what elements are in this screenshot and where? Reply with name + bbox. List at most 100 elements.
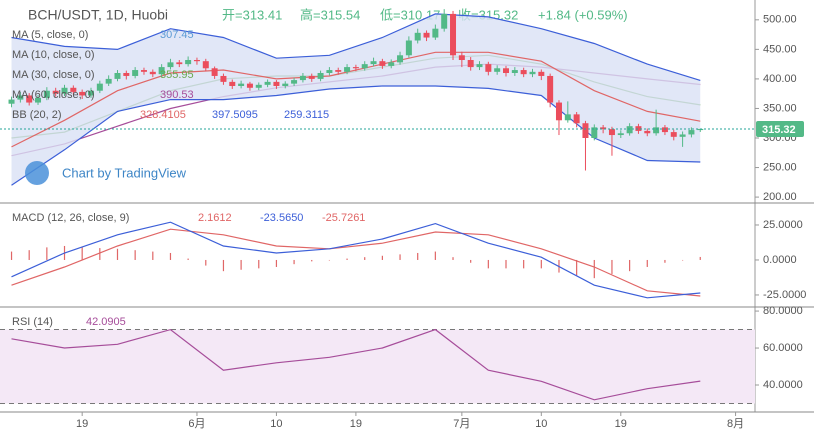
histogram-bar — [664, 259, 666, 263]
candle-body — [626, 126, 633, 134]
candle-body — [653, 127, 660, 134]
candle-body — [211, 68, 218, 76]
rsi-band — [0, 329, 755, 404]
histogram-bar — [169, 252, 172, 260]
candle-body — [264, 81, 271, 85]
candle-body — [140, 70, 147, 72]
x-tick-label: 19 — [615, 418, 627, 430]
candle-body — [61, 87, 68, 94]
candle-body — [308, 75, 315, 79]
watermark-icon — [25, 161, 49, 185]
indicator-name: MACD (12, 26, close, 9) — [12, 212, 129, 224]
histogram-bar — [116, 248, 119, 260]
candle-body — [123, 73, 130, 76]
candle-body — [229, 81, 236, 86]
symbol: BCH/USDT, 1D, Huobi — [28, 7, 168, 23]
y-tick-label: -25.0000 — [763, 289, 806, 301]
histogram-bar — [593, 259, 595, 279]
histogram-bar — [540, 259, 542, 269]
histogram-bar — [364, 257, 366, 260]
histogram-bar — [346, 258, 348, 260]
candle-body — [158, 67, 165, 75]
histogram-bar — [134, 250, 136, 260]
candle-body — [202, 61, 209, 69]
candle-body — [52, 90, 59, 94]
candle-body — [467, 60, 474, 68]
y-tick-label: 250.00 — [763, 161, 797, 173]
y-tick-label: 400.00 — [763, 73, 797, 85]
indicator-value: -25.7261 — [322, 212, 365, 224]
histogram-bar — [452, 257, 454, 260]
candle-body — [538, 71, 545, 76]
candle-body — [344, 67, 351, 72]
histogram-bar — [99, 248, 101, 260]
candle-body — [220, 75, 227, 82]
histogram-bar — [699, 256, 701, 260]
x-tick-label: 19 — [350, 418, 362, 430]
last-price-label: 315.32 — [762, 124, 796, 136]
candle-body — [335, 70, 342, 72]
candle-body — [282, 83, 289, 86]
candle-body — [564, 114, 571, 121]
candle-body — [688, 130, 695, 135]
candle-body — [520, 70, 527, 75]
histogram-bar — [81, 247, 83, 260]
legend-name: MA (5, close, 0) — [12, 29, 88, 41]
candle-body — [600, 127, 607, 130]
candle-body — [132, 70, 139, 76]
candle-body — [555, 102, 562, 121]
histogram-bar — [328, 259, 331, 261]
candle-body — [476, 64, 483, 68]
x-tick-label: 6月 — [188, 418, 205, 430]
candle-body — [317, 73, 324, 79]
y-tick-label: 350.00 — [763, 102, 797, 114]
histogram-bar — [152, 251, 154, 260]
legend-value: 259.3115 — [284, 109, 329, 121]
y-tick-label: 450.00 — [763, 43, 797, 55]
histogram-bar — [417, 252, 419, 260]
candle-body — [617, 133, 624, 136]
candle-body — [388, 62, 395, 66]
histogram-bar — [629, 259, 631, 272]
last-price-box — [756, 120, 804, 137]
histogram-bar — [187, 258, 189, 260]
candle-body — [485, 64, 492, 72]
indicator-name: RSI (14) — [12, 316, 53, 328]
histogram-bar — [205, 259, 207, 266]
bollinger-fill — [11, 13, 701, 186]
candle-body — [246, 83, 253, 88]
candle-body — [441, 13, 448, 29]
candle-body — [17, 95, 24, 100]
candle-body — [114, 73, 121, 79]
candle-body — [670, 132, 677, 137]
watermark: Chart by TradingView — [62, 165, 187, 180]
candle-body — [176, 62, 183, 65]
legend-name: MA (60, close, 0) — [12, 89, 95, 101]
candle-body — [397, 55, 404, 63]
histogram-bar — [240, 259, 242, 270]
y-tick-label: 40.0000 — [763, 379, 803, 391]
y-tick-label: 80.0000 — [763, 305, 803, 317]
candle-body — [193, 60, 200, 62]
x-tick-label: 10 — [270, 418, 282, 430]
candle-body — [379, 61, 386, 66]
histogram-bar — [258, 259, 260, 269]
candle-body — [96, 83, 103, 91]
candle-body — [238, 83, 245, 86]
legend-name: MA (10, close, 0) — [12, 49, 95, 61]
candle-body — [503, 68, 509, 73]
candle-body — [635, 126, 642, 131]
histogram-bar — [487, 259, 489, 269]
rsi-line — [11, 328, 701, 401]
y-tick-label: 200.00 — [763, 191, 797, 203]
legend-name: MA (30, close, 0) — [12, 69, 95, 81]
histogram-bar — [505, 259, 507, 269]
candle-body — [26, 95, 33, 103]
legend-name: BB (20, 2) — [12, 109, 62, 121]
y-tick-label: 0.0000 — [763, 254, 797, 266]
candle-body — [88, 90, 94, 96]
candle-body — [299, 75, 306, 81]
candle-body — [79, 91, 86, 96]
x-tick-label: 8月 — [727, 418, 744, 430]
